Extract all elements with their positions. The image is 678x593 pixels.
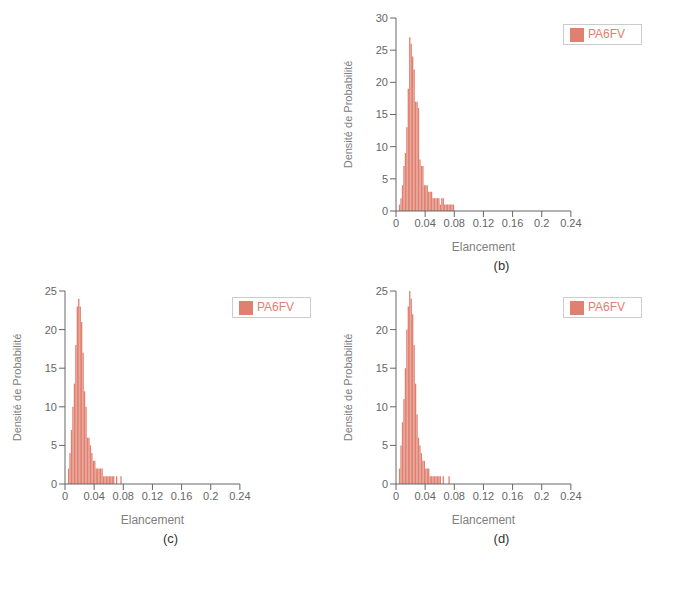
svg-text:Densité de Probabilité: Densité de Probabilité: [342, 61, 354, 169]
html-text:PA6FV: PA6FV: [587, 300, 625, 314]
svg-text:Elancement: Elancement: [121, 513, 185, 527]
svg-text:15: 15: [45, 362, 57, 374]
svg-text:0: 0: [382, 478, 388, 490]
svg-text:15: 15: [376, 362, 388, 374]
svg-text:0.16: 0.16: [171, 490, 192, 502]
svg-text:10: 10: [376, 141, 388, 153]
svg-text:0: 0: [51, 478, 57, 490]
svg-text:0.2: 0.2: [534, 217, 549, 229]
html-text:PA6FV: PA6FV: [256, 300, 294, 314]
svg-text:5: 5: [382, 173, 388, 185]
svg-text:5: 5: [51, 439, 57, 451]
svg-text:0.12: 0.12: [473, 217, 494, 229]
svg-text:0.16: 0.16: [502, 490, 523, 502]
html-text:(d): (d): [493, 531, 510, 546]
svg-text:0: 0: [393, 217, 399, 229]
svg-text:0.24: 0.24: [560, 217, 581, 229]
svg-text:0.04: 0.04: [414, 217, 435, 229]
svg-text:10: 10: [376, 401, 388, 413]
svg-text:Densité de Probabilité: Densité de Probabilité: [11, 334, 23, 442]
svg-text:0.04: 0.04: [83, 490, 104, 502]
html-text:(c): (c): [162, 531, 179, 546]
svg-text:0: 0: [62, 490, 68, 502]
svg-text:Elancement: Elancement: [452, 513, 516, 527]
svg-text:0.08: 0.08: [444, 490, 465, 502]
svg-text:15: 15: [376, 108, 388, 120]
svg-text:0.24: 0.24: [560, 490, 581, 502]
svg-text:0.04: 0.04: [414, 490, 435, 502]
svg-text:0: 0: [393, 490, 399, 502]
svg-text:5: 5: [382, 439, 388, 451]
svg-text:0.24: 0.24: [229, 490, 250, 502]
svg-text:Elancement: Elancement: [452, 240, 516, 254]
svg-text:0.2: 0.2: [203, 490, 218, 502]
svg-text:20: 20: [376, 76, 388, 88]
svg-text:30: 30: [376, 12, 388, 24]
svg-text:25: 25: [45, 285, 57, 297]
svg-text:20: 20: [45, 324, 57, 336]
svg-text:25: 25: [376, 44, 388, 56]
svg-text:Densité de Probabilité: Densité de Probabilité: [342, 334, 354, 442]
html-text:PA6FV: PA6FV: [587, 27, 625, 41]
svg-text:0: 0: [382, 205, 388, 217]
svg-text:0.12: 0.12: [142, 490, 163, 502]
svg-text:10: 10: [45, 401, 57, 413]
svg-text:0.12: 0.12: [473, 490, 494, 502]
svg-text:0.2: 0.2: [534, 490, 549, 502]
html-text:(b): (b): [493, 258, 510, 273]
svg-text:0.08: 0.08: [444, 217, 465, 229]
svg-text:25: 25: [376, 285, 388, 297]
svg-text:20: 20: [376, 324, 388, 336]
svg-text:0.16: 0.16: [502, 217, 523, 229]
svg-text:0.08: 0.08: [113, 490, 134, 502]
